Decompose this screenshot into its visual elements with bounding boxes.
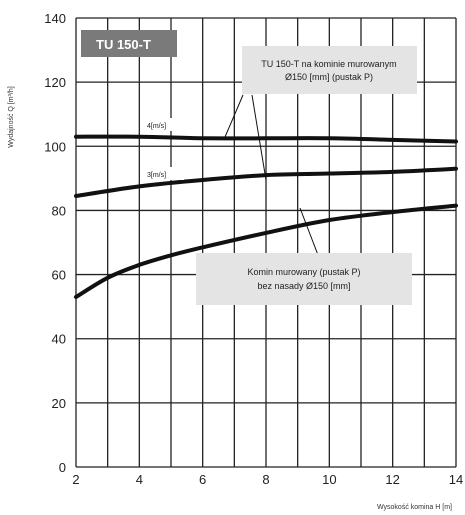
leader-line-3ms (251, 94, 267, 181)
x-tick-label: 10 (322, 472, 336, 487)
series-line-4ms (74, 134, 458, 144)
series-line-3ms (74, 166, 458, 198)
y-tick-label: 40 (52, 332, 66, 347)
annotation-box-2 (196, 253, 412, 305)
y-tick-label: 0 (59, 460, 66, 475)
series-line-komin (74, 203, 458, 299)
series-label-3ms-bg (143, 167, 184, 180)
x-tick-label: 12 (385, 472, 399, 487)
y-tick-label: 60 (52, 268, 66, 283)
x-tick-label: 4 (136, 472, 143, 487)
y-tick-label: 80 (52, 203, 66, 218)
series-label-4ms: 4[m/s] (147, 123, 166, 130)
series-label-3ms: 3[m/s] (147, 172, 166, 179)
x-tick-label: 6 (199, 472, 206, 487)
x-tick-label: 14 (449, 472, 463, 487)
annotation-2-line1: Komin murowany (pustak P) (247, 267, 360, 277)
y-tick-label: 100 (44, 139, 66, 154)
y-tick-label: 120 (44, 75, 66, 90)
x-tick-label: 2 (72, 472, 79, 487)
series-label-4ms-bg (143, 118, 184, 131)
title-badge-label: TU 150-T (96, 37, 151, 52)
leader-line-4ms (224, 94, 244, 138)
x-tick-labels: 2 4 6 8 10 12 14 (72, 472, 463, 487)
annotation-box-1 (242, 46, 417, 94)
annotation-1-line1: TU 150-T na kominie murowanym (261, 59, 396, 69)
y-tick-label: 20 (52, 396, 66, 411)
x-axis-title: Wysokość komina H [m] (377, 504, 452, 511)
series-lines (74, 134, 458, 299)
title-badge (81, 30, 177, 57)
annotation-1-line2: Ø150 [mm] (pustak P) (285, 72, 373, 82)
y-tick-labels: 0 20 40 60 80 100 120 140 (44, 11, 66, 475)
x-tick-label: 8 (262, 472, 269, 487)
y-axis-title: Wydajność Q [m³/h] (8, 86, 15, 147)
y-tick-label: 140 (44, 11, 66, 26)
annotation-2-line2: bez nasady Ø150 [mm] (257, 281, 350, 291)
leader-line-komin (299, 207, 319, 256)
